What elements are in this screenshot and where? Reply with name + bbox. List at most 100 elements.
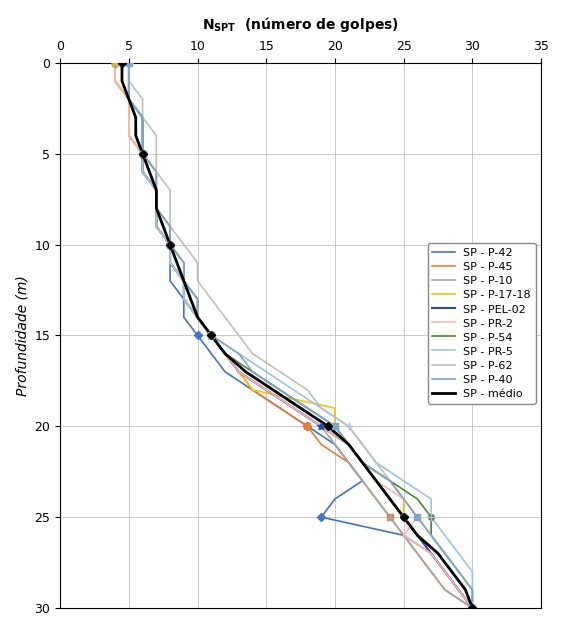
Line: SP - PEL-02: SP - PEL-02	[129, 63, 473, 608]
SP - P-10	[153, 204, 160, 212]
SP - P-10	[167, 241, 174, 249]
SP - P-40	[428, 531, 434, 539]
SP - P-42	[125, 132, 132, 139]
SP - P-10	[373, 495, 380, 503]
Title: $\mathbf{N}_{\mathbf{SPT}}$  (número de golpes): $\mathbf{N}_{\mathbf{SPT}}$ (número de g…	[202, 15, 399, 34]
SP - P-17-18	[153, 204, 160, 212]
SP - P-45	[442, 586, 448, 594]
SP - P-17-18	[153, 223, 160, 230]
SP - PR-2	[222, 350, 228, 357]
SP - P-40	[139, 132, 146, 139]
SP - médio	[414, 531, 421, 539]
SP - PR-5	[469, 568, 476, 575]
SP - P-10	[318, 423, 325, 430]
Y-axis label: Profundidade (m): Profundidade (m)	[15, 275, 29, 396]
SP - P-17-18	[112, 59, 118, 67]
SP - P-45	[125, 132, 132, 139]
SP - P-42	[442, 568, 448, 575]
SP - P-17-18	[125, 114, 132, 121]
SP - P-40	[153, 168, 160, 175]
SP - PR-2	[400, 495, 407, 503]
SP - PR-5	[139, 150, 146, 158]
SP - P-40	[386, 477, 393, 485]
SP - P-62	[139, 95, 146, 103]
SP - P-42	[125, 114, 132, 121]
SP - P-54	[428, 514, 434, 521]
SP - P-62	[167, 223, 174, 230]
SP - P-54	[194, 295, 201, 303]
SP - P-17-18	[400, 514, 407, 521]
SP - P-17-18	[469, 604, 476, 612]
SP - P-17-18	[428, 550, 434, 557]
SP - P-17-18	[400, 495, 407, 503]
SP - médio	[118, 77, 125, 85]
SP - médio	[270, 386, 276, 394]
SP - médio	[153, 186, 160, 194]
SP - P-17-18	[235, 368, 242, 375]
SP - P-62	[139, 114, 146, 121]
SP - P-17-18	[125, 132, 132, 139]
SP - P-10	[125, 95, 132, 103]
SP - PR-2	[428, 550, 434, 557]
SP - PR-5	[139, 114, 146, 121]
SP - P-10	[345, 459, 352, 466]
SP - médio	[325, 423, 332, 430]
SP - PR-2	[194, 314, 201, 321]
SP - P-45	[112, 59, 118, 67]
SP - P-40	[125, 95, 132, 103]
SP - P-42	[194, 332, 201, 339]
SP - P-45	[125, 114, 132, 121]
SP - P-17-18	[359, 459, 366, 466]
SP - P-62	[235, 332, 242, 339]
SP - P-54	[469, 604, 476, 612]
SP - P-62	[373, 459, 380, 466]
SP - PR-2	[290, 404, 297, 412]
SP - P-42	[332, 495, 338, 503]
SP - médio	[118, 59, 125, 67]
SP - P-40	[414, 514, 421, 521]
Line: SP - P-10: SP - P-10	[115, 63, 473, 608]
SP - P-54	[414, 495, 421, 503]
SP - P-54	[428, 531, 434, 539]
SP - PR-5	[290, 386, 297, 394]
SP - PR-5	[469, 586, 476, 594]
SP - P-62	[304, 386, 311, 394]
SP - P-54	[304, 404, 311, 412]
SP - PEL-02	[125, 95, 132, 103]
SP - P-17-18	[167, 259, 174, 266]
SP - PR-2	[153, 186, 160, 194]
SP - PR-2	[455, 586, 462, 594]
SP - PR-2	[235, 368, 242, 375]
SP - P-42	[332, 440, 338, 448]
SP - P-42	[400, 531, 407, 539]
SP - P-42	[428, 550, 434, 557]
SP - P-17-18	[345, 440, 352, 448]
SP - P-62	[153, 132, 160, 139]
SP - P-45	[125, 95, 132, 103]
SP - P-42	[345, 459, 352, 466]
SP - P-10	[139, 168, 146, 175]
SP - PEL-02	[167, 241, 174, 249]
SP - P-42	[112, 59, 118, 67]
SP - P-40	[125, 59, 132, 67]
SP - PEL-02	[139, 168, 146, 175]
SP - PR-5	[125, 59, 132, 67]
SP - P-62	[414, 514, 421, 521]
SP - PR-5	[263, 368, 270, 375]
SP - P-54	[139, 114, 146, 121]
SP - PEL-02	[318, 423, 325, 430]
SP - P-42	[208, 350, 215, 357]
SP - P-54	[332, 423, 338, 430]
SP - P-40	[469, 604, 476, 612]
SP - médio	[243, 368, 249, 375]
SP - PEL-02	[167, 259, 174, 266]
SP - P-45	[180, 295, 187, 303]
SP - P-17-18	[442, 568, 448, 575]
SP - P-40	[180, 277, 187, 285]
SP - P-40	[469, 586, 476, 594]
SP - PR-5	[125, 95, 132, 103]
SP - P-62	[153, 168, 160, 175]
SP - P-54	[345, 440, 352, 448]
SP - P-54	[167, 223, 174, 230]
SP - PEL-02	[125, 77, 132, 85]
